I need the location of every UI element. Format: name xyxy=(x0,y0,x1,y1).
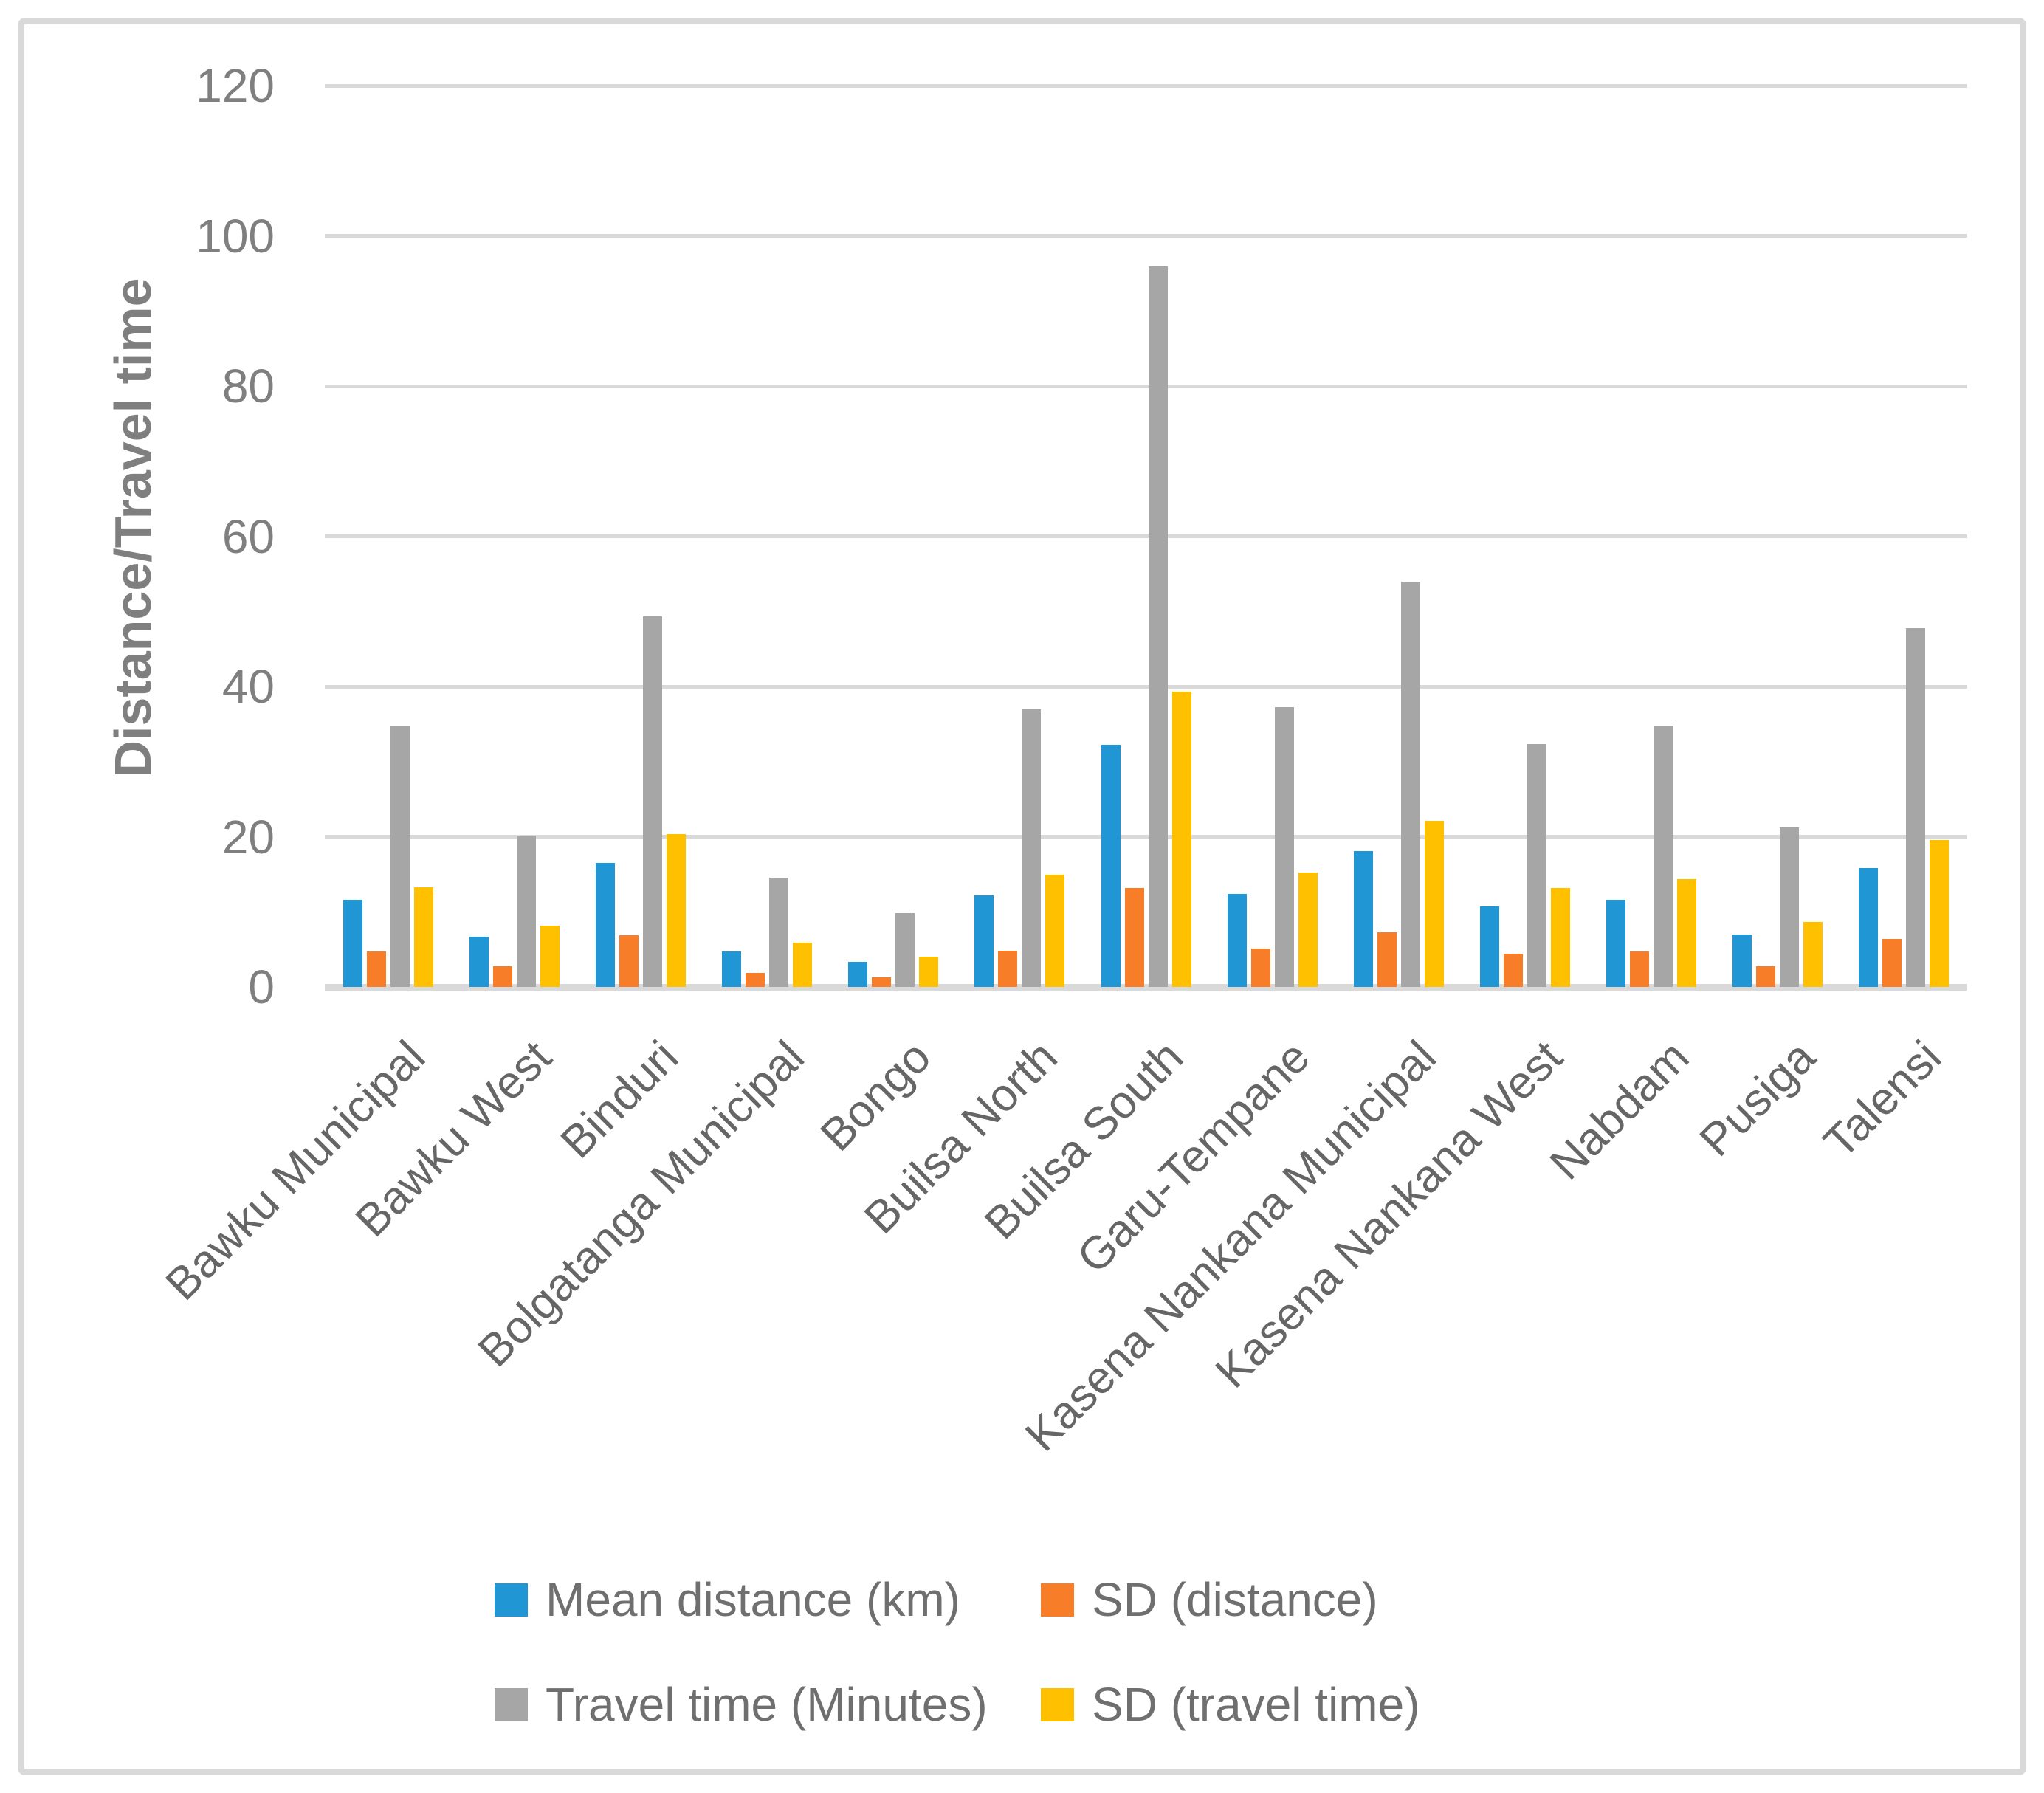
gridline-100 xyxy=(325,234,1967,238)
bar-sd-distance-bolgatanga-municipal xyxy=(746,972,765,987)
y-tick-label-20: 20 xyxy=(221,810,275,864)
bar-mean-distance-km-pusiga xyxy=(1732,934,1752,987)
bar-mean-distance-km-nabdam xyxy=(1606,899,1626,987)
gridline-80 xyxy=(325,384,1967,388)
bar-sd-travel-time-garu-tempane xyxy=(1298,873,1318,987)
bar-travel-time-minutes-builsa-north xyxy=(1022,709,1042,987)
gridline-40 xyxy=(325,684,1967,689)
y-tick-label-40: 40 xyxy=(221,660,275,713)
bar-sd-travel-time-bongo xyxy=(919,957,939,987)
legend-entry-sd-travel-time: SD (travel time) xyxy=(1041,1681,1420,1728)
bar-sd-distance-garu-tempane xyxy=(1250,949,1270,987)
bar-mean-distance-km-builsa-south xyxy=(1101,745,1121,987)
bar-sd-distance-bawku-west xyxy=(492,966,512,987)
x-label-garu-tempane: Garu-Tempane xyxy=(1067,1031,1320,1284)
y-tick-label-60: 60 xyxy=(221,509,275,563)
legend-swatch-travel-time xyxy=(495,1687,528,1721)
x-label-nabdam: Nabdam xyxy=(1540,1031,1699,1190)
x-label-bongo: Bongo xyxy=(811,1031,941,1161)
bar-sd-distance-nabdam xyxy=(1630,951,1650,987)
legend-swatch-mean-distance xyxy=(495,1583,528,1617)
bar-sd-travel-time-nabdam xyxy=(1677,879,1697,987)
bar-sd-travel-time-kasena-nankana-municipal xyxy=(1424,821,1444,987)
bar-sd-travel-time-builsa-north xyxy=(1045,875,1065,987)
bar-travel-time-minutes-talensi xyxy=(1906,627,1926,987)
bar-travel-time-minutes-nabdam xyxy=(1654,725,1673,987)
bar-sd-travel-time-kasena-nankana-west xyxy=(1550,887,1570,987)
bar-mean-distance-km-binduri xyxy=(595,863,615,987)
legend-entry-sd-distance: SD (distance) xyxy=(1041,1576,1378,1623)
gridline-20 xyxy=(325,835,1967,839)
legend-swatch-sd-travel-time xyxy=(1041,1687,1074,1721)
bar-mean-distance-km-bolgatanga-municipal xyxy=(722,951,742,987)
legend-entry-mean-distance: Mean distance (km) xyxy=(495,1576,960,1623)
y-tick-label-80: 80 xyxy=(221,359,275,413)
gridline-60 xyxy=(325,534,1967,538)
bar-mean-distance-km-garu-tempane xyxy=(1227,893,1247,987)
bar-travel-time-minutes-pusiga xyxy=(1780,827,1800,987)
bar-sd-travel-time-binduri xyxy=(666,834,686,987)
legend-entry-travel-time: Travel time (Minutes) xyxy=(495,1681,988,1728)
bar-travel-time-minutes-garu-tempane xyxy=(1274,707,1294,987)
bar-travel-time-minutes-builsa-south xyxy=(1148,266,1168,987)
x-label-pusiga: Pusiga xyxy=(1690,1031,1826,1167)
bar-sd-travel-time-builsa-south xyxy=(1171,692,1191,987)
bar-mean-distance-km-bongo xyxy=(848,962,868,987)
bar-sd-distance-builsa-north xyxy=(998,951,1018,987)
bar-mean-distance-km-kasena-nankana-municipal xyxy=(1353,850,1373,987)
bar-mean-distance-km-bawku-municipal xyxy=(343,899,362,987)
y-tick-label-0: 0 xyxy=(248,960,275,1013)
bar-travel-time-minutes-kasena-nankana-west xyxy=(1527,744,1546,987)
bar-mean-distance-km-builsa-north xyxy=(974,895,994,987)
legend-label-mean-distance: Mean distance (km) xyxy=(546,1573,960,1626)
bar-travel-time-minutes-binduri xyxy=(642,616,662,987)
gridline-120 xyxy=(325,83,1967,88)
bar-travel-time-minutes-kasena-nankana-municipal xyxy=(1400,581,1420,987)
bar-mean-distance-km-kasena-nankana-west xyxy=(1479,906,1499,987)
bar-sd-distance-pusiga xyxy=(1756,966,1776,987)
bar-sd-travel-time-bolgatanga-municipal xyxy=(793,942,813,987)
bar-sd-distance-bongo xyxy=(872,977,892,987)
bar-mean-distance-km-bawku-west xyxy=(469,936,489,987)
bar-sd-distance-kasena-nankana-west xyxy=(1503,954,1523,987)
bar-sd-distance-bawku-municipal xyxy=(366,951,386,987)
gridline-0 xyxy=(325,983,1967,991)
bar-sd-travel-time-bawku-west xyxy=(540,925,560,987)
bar-sd-distance-talensi xyxy=(1882,938,1902,987)
bar-sd-distance-kasena-nankana-municipal xyxy=(1377,932,1397,987)
legend-label-sd-distance: SD (distance) xyxy=(1092,1573,1378,1626)
y-tick-label-100: 100 xyxy=(196,209,275,263)
bar-sd-travel-time-pusiga xyxy=(1803,922,1823,987)
bar-travel-time-minutes-bawku-municipal xyxy=(390,726,410,987)
bar-sd-travel-time-talensi xyxy=(1930,839,1950,987)
bar-sd-distance-binduri xyxy=(619,935,639,987)
x-label-talensi: Talensi xyxy=(1814,1031,1952,1169)
bar-travel-time-minutes-bolgatanga-municipal xyxy=(769,878,789,987)
legend-label-travel-time: Travel time (Minutes) xyxy=(546,1678,988,1731)
bar-mean-distance-km-talensi xyxy=(1859,868,1879,987)
legend-label-sd-travel-time: SD (travel time) xyxy=(1092,1678,1420,1731)
legend-swatch-sd-distance xyxy=(1041,1583,1074,1617)
bar-sd-travel-time-bawku-municipal xyxy=(413,887,433,987)
y-tick-label-120: 120 xyxy=(196,59,275,112)
bar-sd-distance-builsa-south xyxy=(1124,887,1144,987)
bar-travel-time-minutes-bawku-west xyxy=(516,836,536,987)
bar-travel-time-minutes-bongo xyxy=(895,913,915,987)
